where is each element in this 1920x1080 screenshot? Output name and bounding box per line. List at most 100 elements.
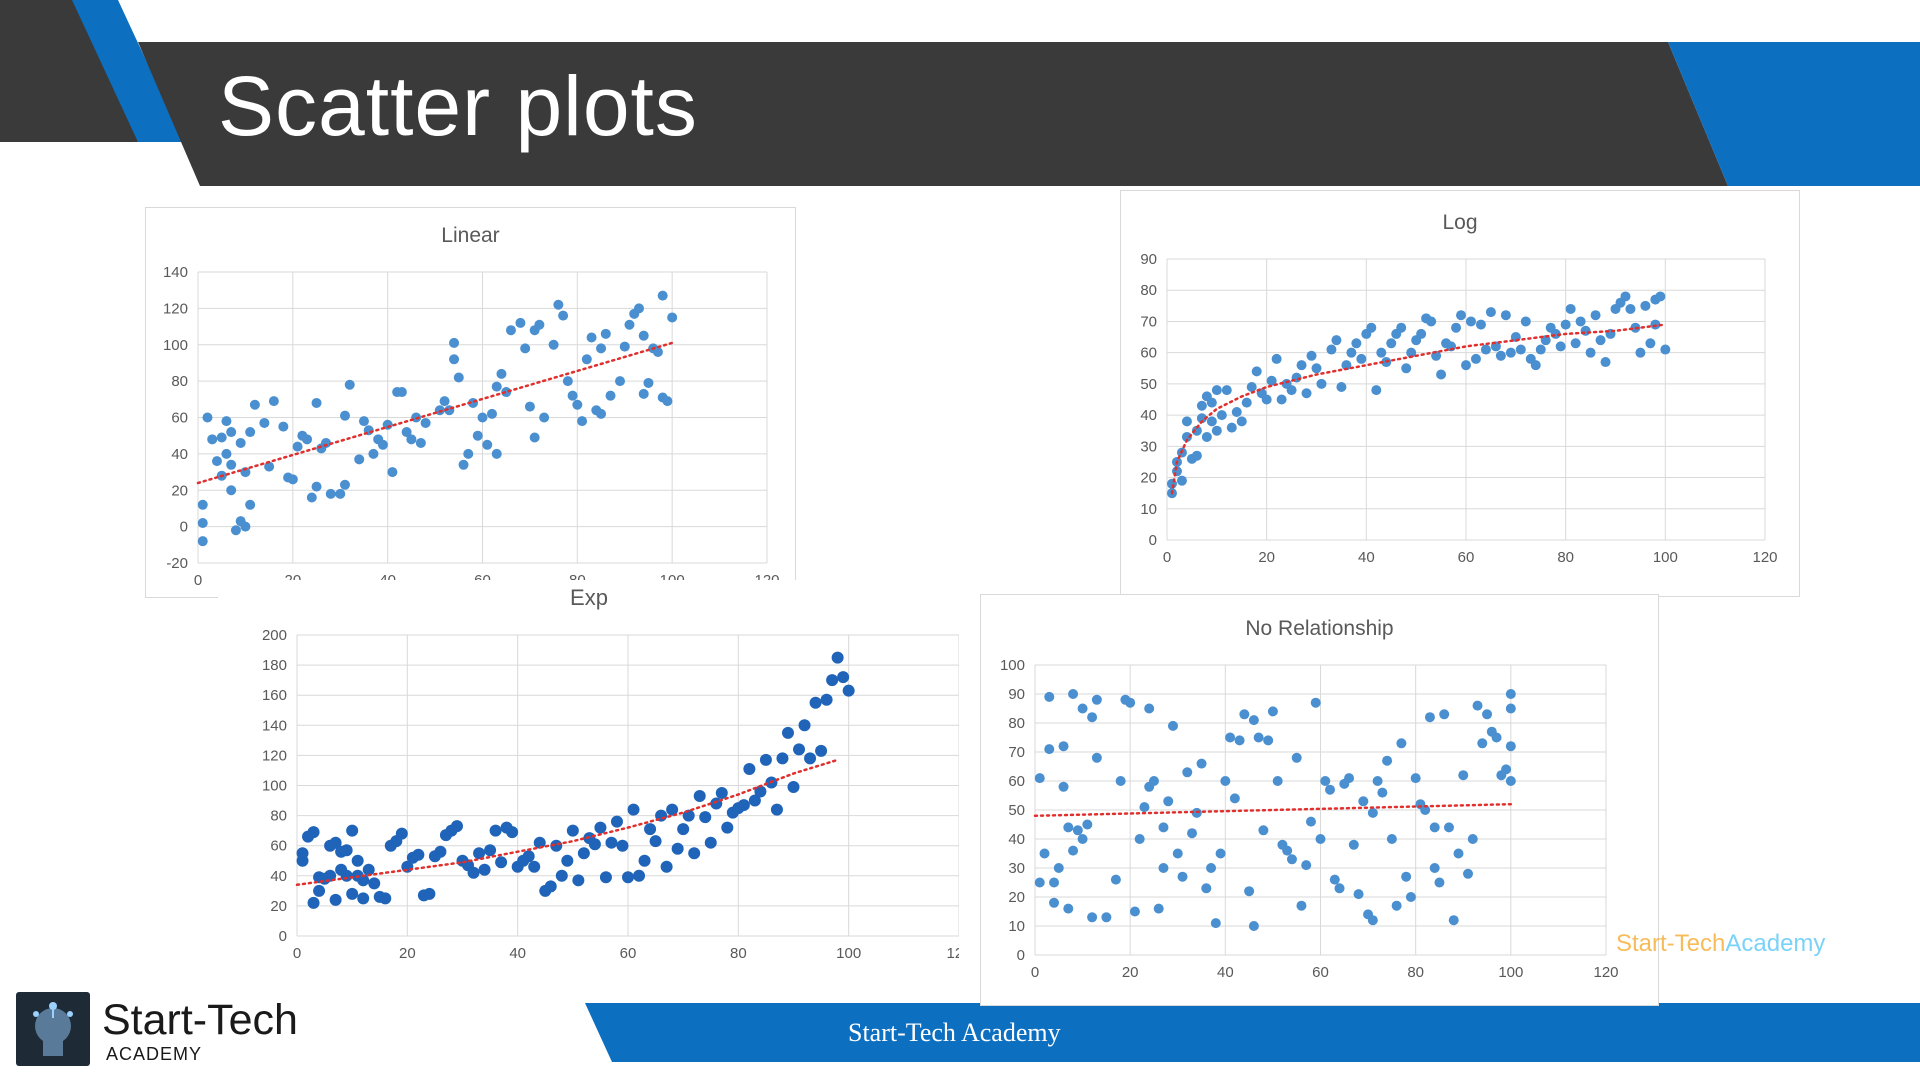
data-point — [539, 412, 550, 423]
data-point — [307, 896, 320, 909]
data-point — [1325, 784, 1336, 795]
data-point — [1181, 431, 1192, 442]
x-tick-label: 20 — [1122, 964, 1139, 981]
y-tick-label: 40 — [171, 446, 188, 463]
data-point — [1049, 877, 1060, 888]
x-tick-label: 0 — [1031, 964, 1039, 981]
y-tick-label: 70 — [1008, 744, 1025, 761]
data-point — [1216, 410, 1227, 421]
data-point — [693, 790, 706, 803]
data-point — [1241, 397, 1252, 408]
data-point — [1420, 805, 1431, 815]
data-point — [434, 405, 445, 416]
data-point — [1246, 382, 1257, 393]
data-point — [1068, 845, 1079, 856]
chart-title: Exp — [570, 585, 608, 610]
data-point — [478, 863, 491, 876]
data-point — [567, 390, 578, 401]
data-point — [1371, 385, 1382, 396]
x-tick-label: 20 — [1258, 549, 1275, 566]
data-point — [1515, 344, 1526, 355]
data-point — [633, 303, 644, 314]
data-point — [1234, 735, 1245, 746]
data-point — [1053, 863, 1064, 873]
x-tick-label: 80 — [730, 945, 747, 962]
data-point — [197, 536, 208, 547]
data-point — [671, 842, 684, 855]
data-point — [351, 854, 364, 867]
data-point — [1063, 903, 1074, 914]
data-point — [1311, 363, 1322, 374]
data-point — [662, 396, 673, 407]
data-point — [1201, 883, 1212, 894]
data-point — [1286, 385, 1297, 396]
y-tick-label: 0 — [1017, 947, 1025, 964]
x-tick-label: 80 — [1407, 964, 1424, 981]
y-tick-label: 70 — [1140, 313, 1157, 330]
data-point — [1500, 310, 1511, 321]
data-point — [1196, 758, 1207, 769]
x-tick-label: 60 — [1458, 549, 1475, 566]
data-point — [1377, 787, 1388, 798]
data-point — [1505, 776, 1516, 786]
data-point — [638, 854, 651, 867]
data-point — [534, 319, 545, 330]
data-point — [491, 381, 502, 392]
y-tick-label: 120 — [262, 747, 287, 764]
data-point — [1505, 703, 1516, 714]
data-point — [1426, 316, 1437, 327]
data-point — [368, 877, 381, 890]
data-point — [1167, 720, 1178, 731]
data-point — [1044, 744, 1055, 755]
data-point — [1424, 712, 1435, 723]
data-point — [357, 874, 370, 887]
data-point — [633, 869, 646, 882]
y-tick-label: 80 — [1140, 282, 1157, 299]
data-point — [453, 372, 464, 383]
watermark-part2: Academy — [1725, 930, 1826, 957]
data-point — [1077, 703, 1088, 714]
data-point — [1110, 874, 1121, 885]
data-point — [1211, 425, 1222, 436]
x-tick-label: 0 — [293, 945, 301, 962]
data-point — [1482, 709, 1493, 720]
data-point — [1196, 413, 1207, 424]
data-point — [1560, 319, 1571, 330]
data-point — [1535, 344, 1546, 355]
data-point — [202, 412, 213, 423]
data-point — [798, 719, 811, 732]
data-point — [1505, 689, 1516, 699]
data-point — [245, 499, 256, 510]
data-point — [1448, 915, 1459, 926]
data-point — [329, 893, 342, 906]
trendline — [196, 341, 674, 485]
data-point — [1505, 347, 1516, 358]
data-point — [1091, 694, 1102, 705]
data-point — [643, 377, 654, 388]
data-point — [1382, 755, 1393, 766]
data-point — [566, 824, 579, 837]
data-point — [1391, 900, 1402, 911]
y-tick-label: 10 — [1140, 501, 1157, 518]
data-point — [649, 835, 662, 848]
data-point — [622, 871, 634, 884]
data-point — [379, 892, 392, 905]
slide-title: Scatter plots — [218, 59, 698, 153]
y-tick-label: 100 — [262, 778, 287, 795]
y-tick-label: 80 — [1008, 715, 1025, 732]
data-point — [358, 416, 369, 427]
data-point — [1210, 918, 1221, 929]
data-point — [1125, 697, 1136, 708]
data-point — [1244, 886, 1255, 897]
chart-title: Log — [1442, 211, 1477, 234]
data-point — [1296, 360, 1307, 371]
data-point — [553, 299, 564, 310]
data-point — [1443, 822, 1454, 833]
data-point — [1158, 863, 1169, 873]
data-point — [1585, 347, 1596, 358]
data-point — [1276, 394, 1287, 405]
data-point — [1301, 860, 1312, 871]
data-point — [1570, 338, 1581, 349]
x-tick-label: 60 — [1312, 964, 1329, 981]
y-tick-label: 10 — [1008, 918, 1025, 935]
